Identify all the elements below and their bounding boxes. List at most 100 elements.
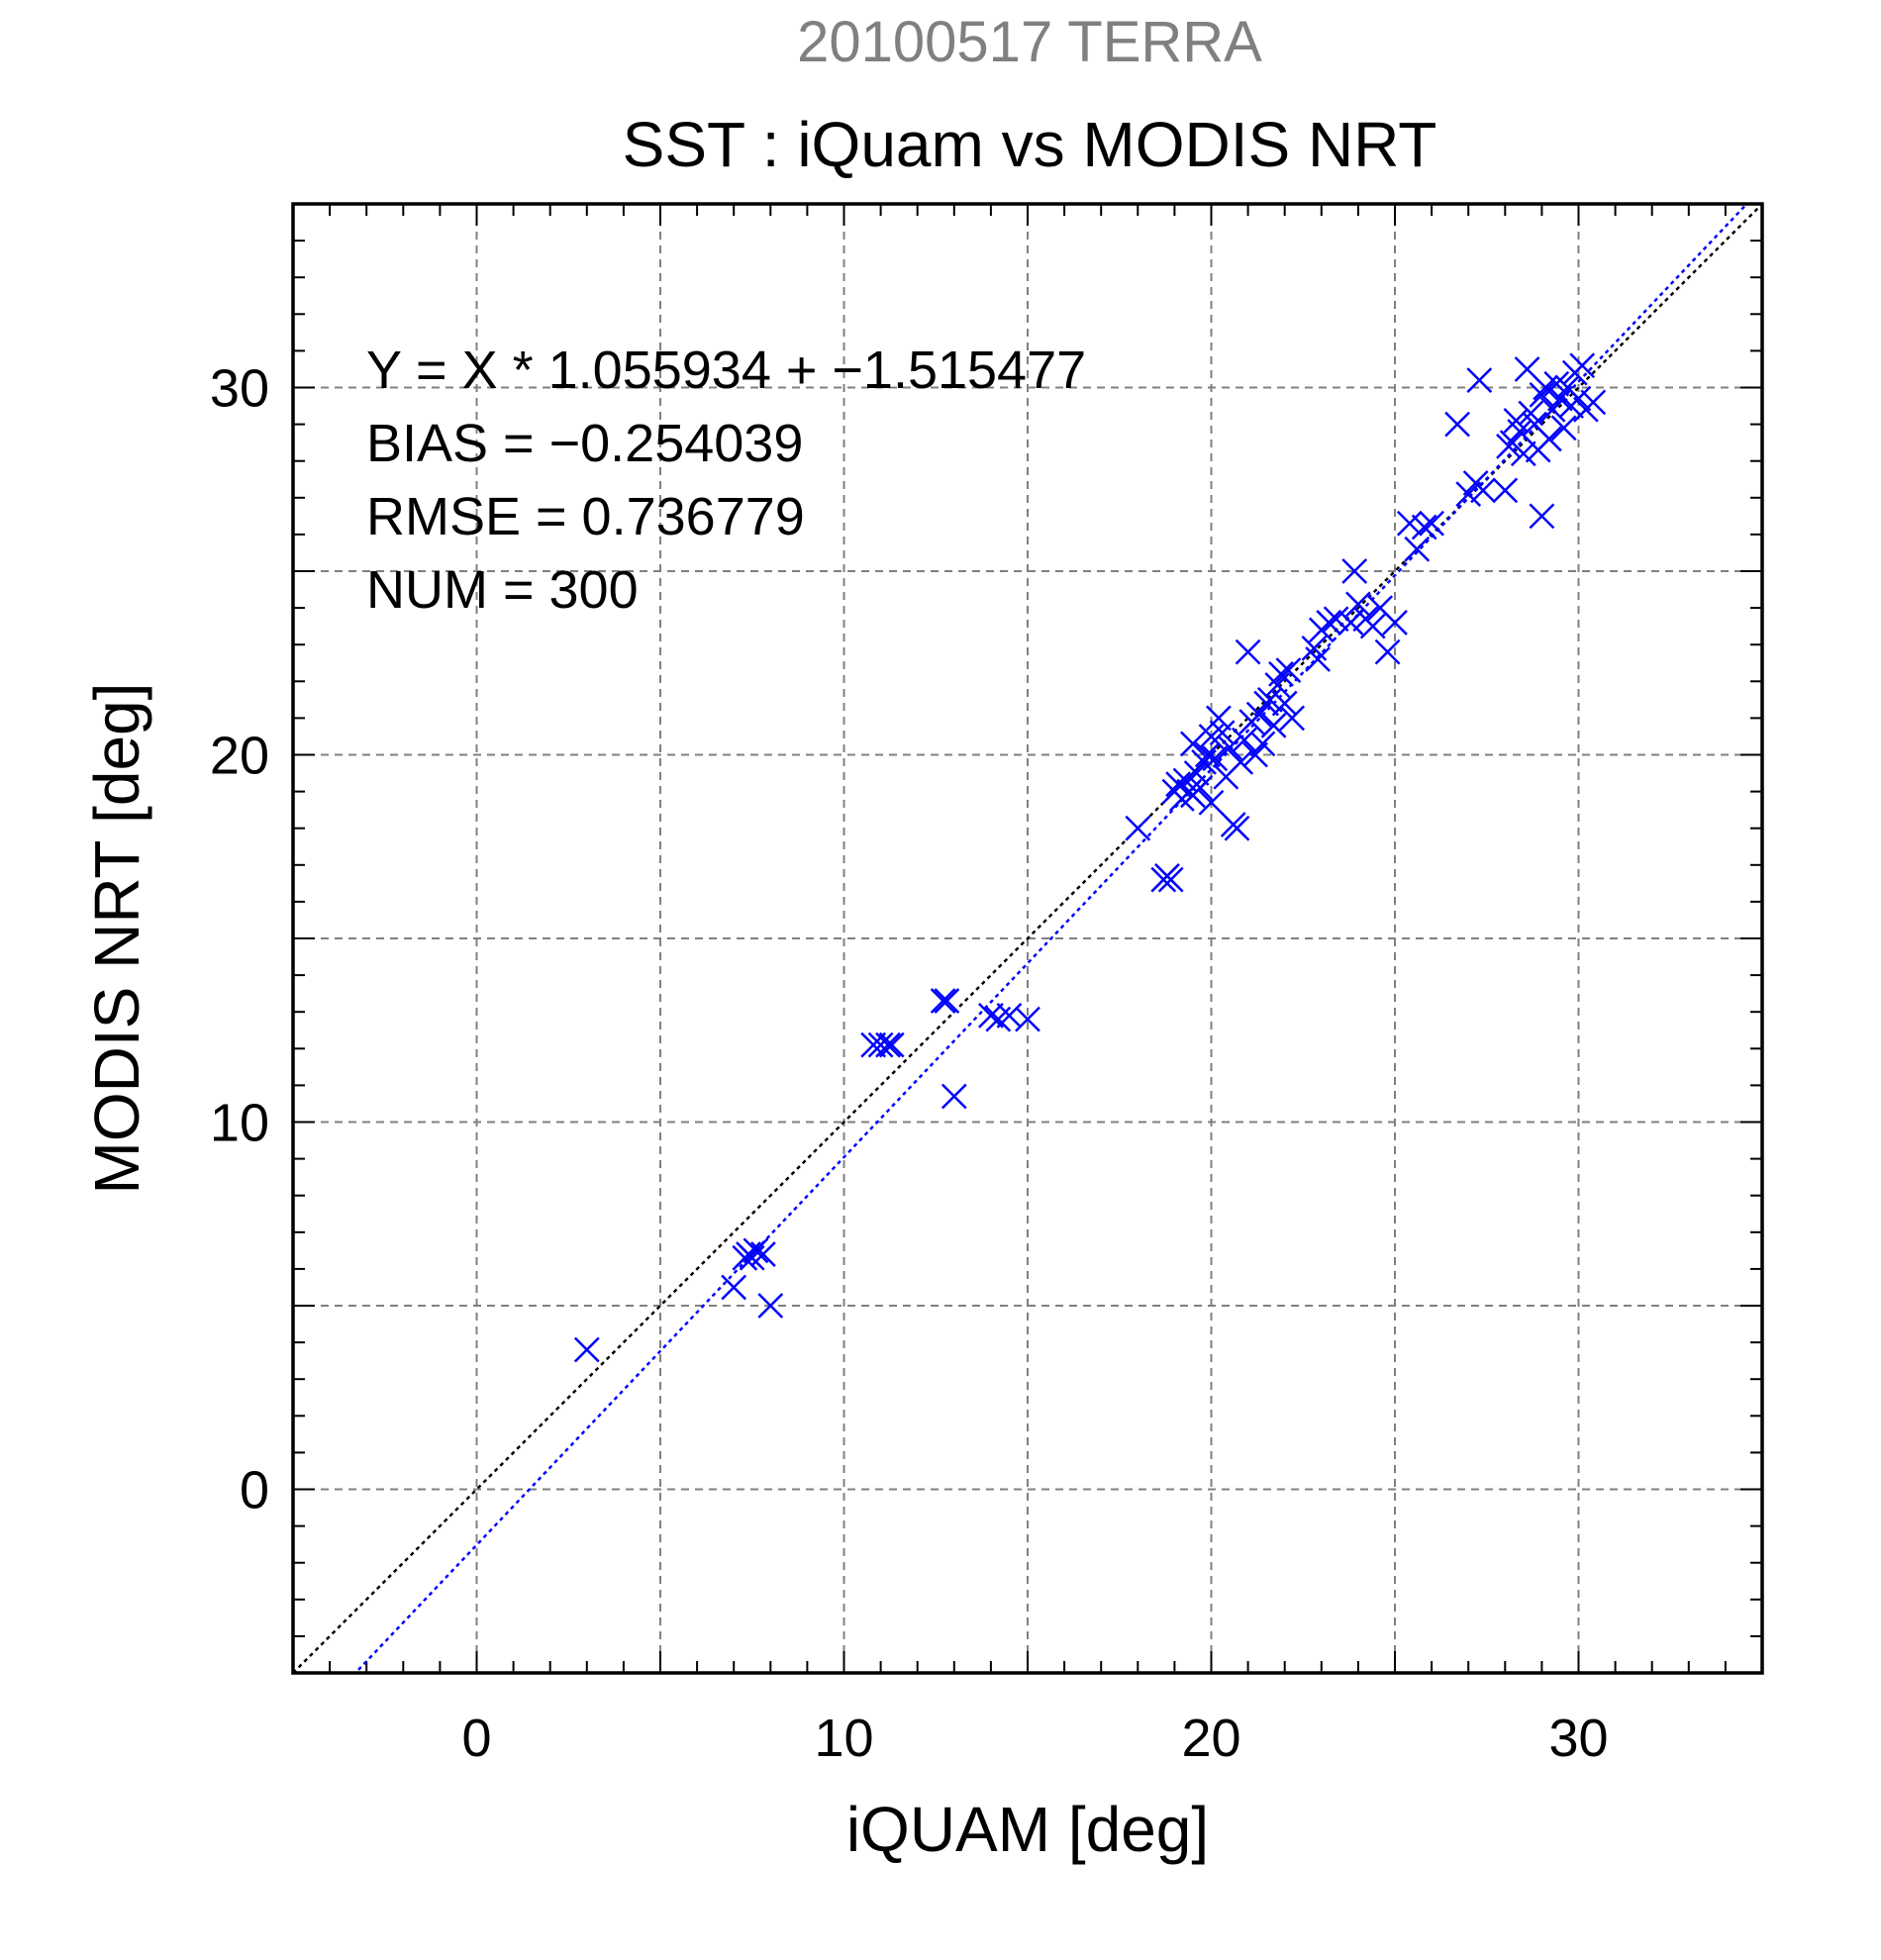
data-point — [1411, 514, 1437, 540]
data-point — [1224, 815, 1250, 841]
stats-annotation: Y = X * 1.055934 + −1.515477 BIAS = −0.2… — [366, 341, 1086, 620]
data-point — [721, 1274, 747, 1301]
data-point-stroke — [1341, 558, 1368, 584]
data-point-stroke — [1419, 510, 1444, 537]
data-point-stroke — [1198, 789, 1225, 816]
data-point-stroke — [573, 1336, 600, 1363]
y-axis-label: MODIS NRT [deg] — [81, 683, 152, 1195]
data-point — [1209, 720, 1236, 746]
tick-labels: 0 10 20 30 0 10 20 30 — [210, 359, 1609, 1769]
data-point-stroke — [1242, 741, 1268, 768]
data-point-stroke — [875, 1031, 901, 1058]
data-point-stroke — [1209, 720, 1236, 746]
data-point-stroke — [1470, 477, 1496, 504]
data-point — [1404, 536, 1431, 562]
data-point-stroke — [1249, 731, 1276, 757]
y-tick-label: 30 — [210, 359, 269, 419]
data-point-stroke — [1268, 660, 1294, 687]
data-point — [1337, 610, 1364, 636]
data-point-stroke — [1301, 636, 1328, 661]
data-point-stroke — [1180, 731, 1206, 757]
data-point — [1580, 389, 1607, 416]
data-point-stroke — [1187, 775, 1214, 801]
stats-num: NUM = 300 — [366, 560, 639, 620]
data-point-stroke — [1316, 610, 1342, 636]
data-point-stroke — [1539, 396, 1566, 423]
data-point — [934, 988, 960, 1014]
data-point-stroke — [1374, 638, 1401, 665]
data-point — [1535, 426, 1562, 452]
data-point-stroke — [1345, 591, 1371, 618]
data-point-stroke — [1547, 385, 1573, 412]
data-point-stroke — [1411, 514, 1437, 540]
data-point — [1183, 760, 1210, 786]
data-point-stroke — [1256, 686, 1283, 713]
data-point — [1245, 701, 1272, 728]
data-point-stroke — [1535, 426, 1562, 452]
data-point-stroke — [1522, 411, 1547, 438]
data-point — [1305, 646, 1331, 672]
data-point — [1217, 735, 1242, 760]
x-tick-label: 30 — [1548, 1709, 1608, 1768]
data-point — [1198, 789, 1225, 816]
data-point — [1359, 613, 1386, 639]
stats-bias: BIAS = −0.254039 — [366, 414, 803, 473]
data-point-stroke — [1510, 441, 1536, 467]
scatter-points — [573, 352, 1607, 1363]
data-point-stroke — [1279, 705, 1306, 732]
data-point-stroke — [1337, 610, 1364, 636]
data-point — [1547, 385, 1573, 412]
data-point — [1279, 705, 1306, 732]
data-point-stroke — [1396, 510, 1423, 537]
data-point — [1466, 367, 1493, 393]
data-point — [1260, 712, 1287, 738]
data-point — [978, 1003, 1004, 1029]
data-point-stroke — [1444, 411, 1470, 438]
data-point-stroke — [1404, 536, 1431, 562]
data-point — [1242, 741, 1268, 768]
data-point-stroke — [742, 1237, 769, 1264]
data-point — [1565, 385, 1592, 412]
data-point — [867, 1031, 894, 1058]
data-point — [1529, 503, 1555, 530]
data-point-stroke — [1518, 400, 1544, 427]
data-point — [749, 1241, 776, 1267]
data-point — [1187, 775, 1214, 801]
data-point — [1180, 731, 1206, 757]
data-point — [1271, 690, 1298, 717]
data-point-stroke — [1529, 503, 1555, 530]
data-point-stroke — [1245, 701, 1272, 728]
data-point-stroke — [1217, 735, 1242, 760]
data-point — [875, 1031, 901, 1058]
data-point — [1492, 477, 1519, 504]
data-point-stroke — [1580, 389, 1607, 416]
data-point-stroke — [1235, 638, 1261, 665]
data-point-stroke — [878, 1031, 905, 1058]
data-point-stroke — [940, 1083, 967, 1110]
data-point-stroke — [1514, 356, 1540, 382]
data-point — [1455, 481, 1482, 507]
x-tick-label: 0 — [461, 1709, 491, 1768]
data-point — [1125, 815, 1151, 841]
data-point — [1510, 441, 1536, 467]
data-point-stroke — [1455, 481, 1482, 507]
data-point — [1345, 591, 1371, 618]
data-point — [1275, 657, 1302, 684]
data-point-stroke — [1202, 745, 1229, 772]
data-point — [1323, 606, 1349, 633]
data-point-stroke — [930, 988, 956, 1014]
data-point-stroke — [1015, 1006, 1040, 1032]
data-point-stroke — [1507, 419, 1534, 444]
data-point-stroke — [1543, 370, 1570, 397]
data-point — [1396, 510, 1423, 537]
data-point-stroke — [1125, 815, 1151, 841]
data-point-stroke — [1569, 352, 1596, 379]
chart-supertitle: 20100517 TERRA — [797, 10, 1262, 74]
data-point-stroke — [749, 1241, 776, 1267]
data-point — [1444, 411, 1470, 438]
data-point-stroke — [1224, 815, 1250, 841]
data-point-stroke — [1323, 606, 1349, 633]
plot-frame — [291, 202, 1764, 1675]
stats-rmse: RMSE = 0.736779 — [366, 487, 805, 546]
